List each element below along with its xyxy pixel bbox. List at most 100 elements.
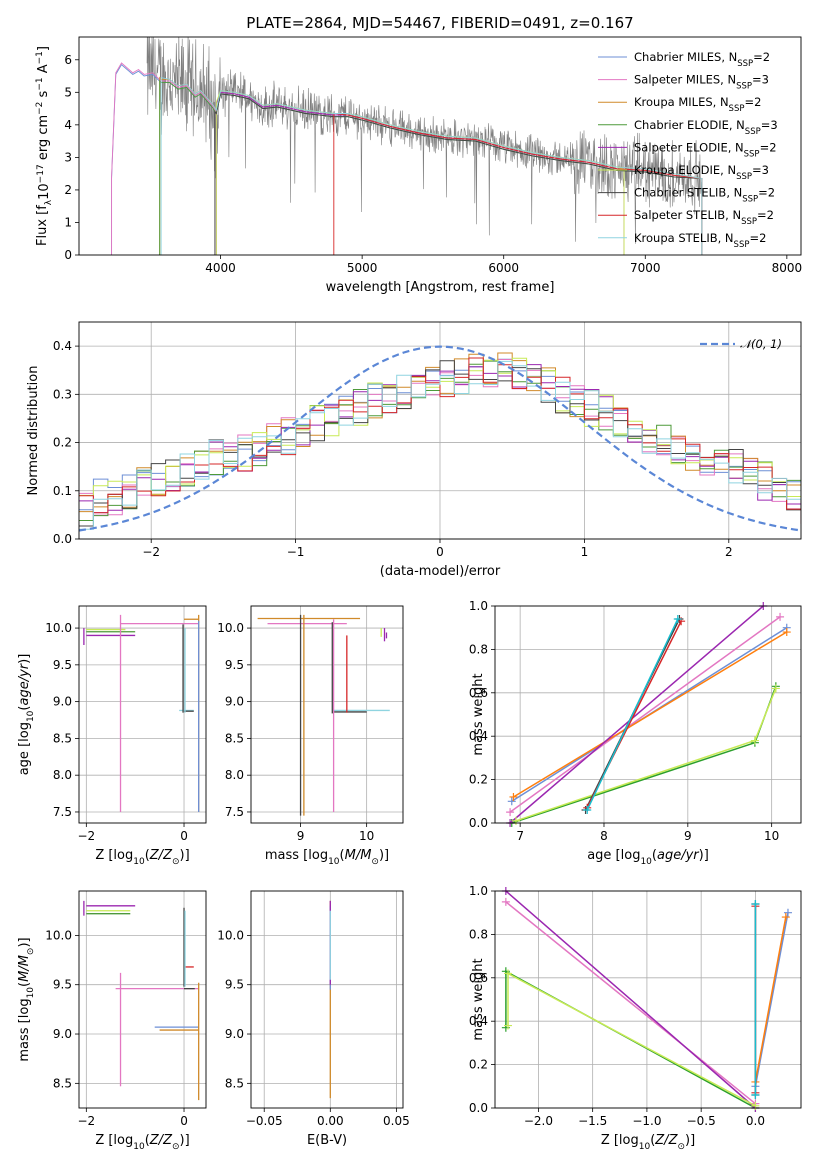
legend-label: Salpeter STELIB, NSSP=2: [634, 208, 774, 227]
y-tick: 9.0: [225, 1027, 251, 1041]
y-tick-label: 8.5: [53, 731, 72, 745]
hist-frame: [78, 321, 802, 540]
histogram-7: [79, 357, 801, 524]
x-tick-label: −2.0: [524, 1114, 553, 1128]
legend-label: Kroupa STELIB, NSSP=2: [634, 231, 766, 250]
spectrum-xlabel: wavelength [Angstrom, rest frame]: [326, 280, 555, 295]
y-tick: 1.0: [469, 884, 495, 898]
y-tick: 8.5: [53, 1076, 79, 1090]
x-tick-label: 0: [180, 1114, 188, 1128]
y-tick: 1.0: [469, 599, 495, 613]
data-point: [501, 897, 510, 906]
axes-spectrum: 4000 5000 6000 7000 8000 0 1 2 3 4 5 6: [64, 53, 802, 275]
y-tick-label: 9.5: [53, 658, 72, 672]
x-tick: 10: [764, 823, 779, 843]
x-tick-label: 0: [180, 829, 188, 843]
y-tick: 0.8: [469, 927, 495, 941]
legend-label: Chabrier ELODIE, NSSP=3: [634, 118, 778, 137]
y-tick-label: 10.0: [45, 621, 72, 635]
model-spectrum-7: [333, 112, 703, 255]
legend-entry: Chabrier STELIB, NSSP=2: [598, 186, 775, 205]
model-spectrum-4: [215, 91, 625, 255]
x-tick-label: 0.00: [317, 1114, 344, 1128]
y-tick: 8.5: [225, 731, 251, 745]
data-point: [782, 628, 791, 637]
x-tick-label: 5000: [347, 261, 378, 275]
y-tick-label: 0.4: [53, 339, 72, 353]
mass-vs-ebv-xlabel: E(B-V): [307, 1133, 347, 1148]
y-tick: 0.2: [53, 436, 79, 450]
y-tick-label: 4: [64, 118, 72, 132]
x-tick: 6000: [488, 255, 519, 275]
x-tick: −2.0: [524, 1108, 553, 1128]
x-tick: −0.05: [246, 1108, 283, 1128]
y-tick-label: 1.0: [469, 599, 488, 613]
y-tick-label: 0.6: [469, 686, 488, 700]
y-tick: 0.8: [469, 642, 495, 656]
x-tick: 9: [684, 823, 692, 843]
legend-entry: Salpeter STELIB, NSSP=2: [598, 208, 774, 227]
x-tick-label: 0.05: [383, 1114, 410, 1128]
x-tick-label: 7: [516, 829, 524, 843]
y-tick: 9.0: [225, 695, 251, 709]
data-point: [509, 792, 518, 801]
y-tick-label: 8.0: [225, 768, 244, 782]
model-spectrum-6: [214, 93, 703, 255]
y-tick-label: 9.0: [225, 1027, 244, 1041]
y-tick-label: 0.0: [469, 816, 488, 830]
histogram-3: [79, 360, 801, 521]
legend-entry: Chabrier MILES, NSSP=2: [598, 50, 770, 69]
x-tick-label: 1: [581, 545, 589, 559]
data-point: [506, 808, 515, 817]
weight_vs_Z-frame: [494, 890, 802, 1109]
data-point: [507, 797, 516, 806]
x-tick: −1.0: [632, 1108, 661, 1128]
y-tick: 0.0: [469, 1101, 495, 1115]
y-tick: 8.0: [53, 768, 79, 782]
y-tick-label: 8.5: [225, 731, 244, 745]
hist-ylabel: Normed distribution: [26, 366, 41, 496]
y-tick-label: 0.1: [53, 484, 72, 498]
x-tick-label: 0.0: [746, 1114, 765, 1128]
normal-curve: [78, 345, 802, 532]
y-tick-label: 7.5: [53, 805, 72, 819]
y-tick: 9.5: [225, 658, 251, 672]
data-point: [504, 1021, 513, 1030]
legend-entry: Chabrier ELODIE, NSSP=3: [598, 118, 778, 137]
data-point: [771, 684, 780, 693]
x-tick: 0: [436, 539, 444, 559]
y-tick-label: 0.0: [53, 532, 72, 546]
data-point: [751, 1101, 760, 1110]
data-point: [751, 1090, 760, 1099]
y-tick-label: 2: [64, 183, 72, 197]
y-tick-label: 0.8: [469, 927, 488, 941]
y-tick: 7.5: [225, 805, 251, 819]
series-line-0: [754, 912, 789, 1087]
x-tick: 8: [600, 823, 608, 843]
x-tick-label: 2: [725, 545, 733, 559]
y-tick: 0.1: [53, 484, 79, 498]
model-spectrum-5: [215, 90, 625, 255]
y-tick-label: 0.2: [469, 773, 488, 787]
figure-title: PLATE=2864, MJD=54467, FIBERID=0491, z=0…: [246, 14, 633, 32]
histogram-6: [79, 360, 801, 527]
y-tick-label: 10.0: [217, 928, 244, 942]
x-tick-label: −1: [287, 545, 305, 559]
x-tick-label: 9: [297, 829, 305, 843]
mass-vs-Z-xlabel: Z [log10(Z/Z⊙)]: [95, 1133, 189, 1152]
x-tick: 7: [516, 823, 524, 843]
y-tick-label: 0.0: [469, 1101, 488, 1115]
age-vs-Z-ylabel: age [log10(age/yr)]: [17, 654, 36, 776]
x-tick: −2: [77, 823, 95, 843]
x-tick: −2: [77, 1108, 95, 1128]
series-line-2: [754, 916, 787, 1083]
legend-normal-label: 𝒩(0, 1): [740, 337, 782, 351]
y-tick-label: 9.5: [225, 978, 244, 992]
x-tick: 5000: [347, 255, 378, 275]
data-point: [511, 816, 520, 825]
y-tick: 4: [64, 118, 79, 132]
y-tick: 3: [64, 150, 79, 164]
y-tick: 0: [64, 248, 79, 262]
y-tick-label: 9.0: [225, 695, 244, 709]
x-tick: −2: [142, 539, 160, 559]
